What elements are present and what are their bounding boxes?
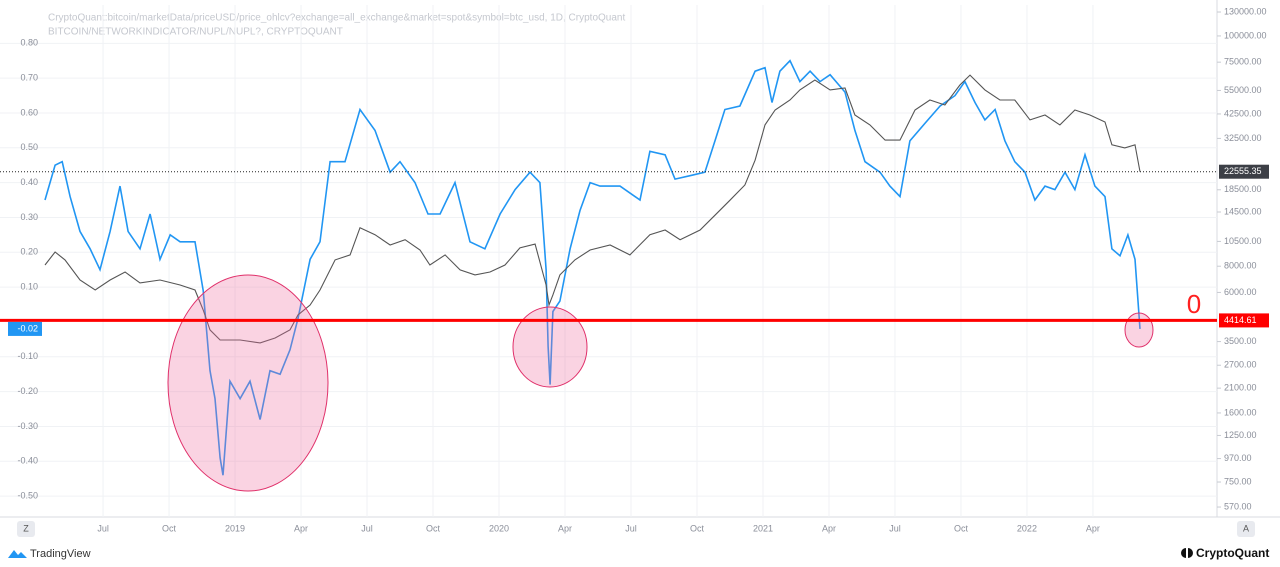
x-tick-label: Oct (162, 523, 177, 533)
y2-tick-label: 1250.00 (1224, 430, 1257, 440)
y2-tick-label: 8000.00 (1224, 261, 1257, 271)
y-tick-label: 0.40 (20, 177, 38, 187)
y2-tick-label: 75000.00 (1224, 57, 1262, 67)
y2-tick-label: 970.00 (1224, 453, 1252, 463)
y2-tick-label: 130000.00 (1224, 6, 1267, 16)
highlight-circle (512, 306, 588, 388)
button-label[interactable]: Z (23, 523, 29, 533)
highlight-circle (1124, 312, 1154, 348)
last-value-box (8, 321, 42, 336)
x-tick-label: Jul (361, 523, 373, 533)
y-tick-label: 0.70 (20, 73, 38, 83)
x-tick-label: Apr (822, 523, 836, 533)
y-tick-label: -0.20 (17, 386, 38, 396)
x-tick-label: Jul (625, 523, 637, 533)
y2-tick-label: 6000.00 (1224, 287, 1257, 297)
y2-tick-label: 42500.00 (1224, 108, 1262, 118)
auto-button[interactable]: A (1237, 521, 1255, 537)
x-tick-label: 2020 (489, 523, 509, 533)
cryptoquant-logo (1181, 548, 1193, 558)
zoom-button[interactable]: Z (17, 521, 35, 537)
series-line (44, 59, 1141, 476)
tradingview-logo (8, 550, 27, 558)
footer-left: TradingView (30, 548, 91, 560)
y2-tick-label: 570.00 (1224, 501, 1252, 511)
x-tick-label: Apr (558, 523, 572, 533)
y-tick-label: 0.50 (20, 142, 38, 152)
y-tick-label: 0.30 (20, 212, 38, 222)
x-tick-label: 2022 (1017, 523, 1037, 533)
x-tick-label: Oct (426, 523, 441, 533)
y2-tick-label: 100000.00 (1224, 30, 1267, 40)
hline-label: 4414.61 (1224, 315, 1257, 325)
x-tick-label: Jul (889, 523, 901, 533)
annotation: 0 (1187, 289, 1201, 319)
grid (0, 5, 1217, 517)
last-value-label: 22555.35 (1224, 166, 1262, 176)
y2-tick-label: 750.00 (1224, 476, 1252, 486)
legend-line: BITCOIN/NETWORKINDICATOR/NUPL/NUPL?, CRY… (48, 27, 343, 38)
footer-right: CryptoQuant (1196, 546, 1269, 560)
x-tick-label: Oct (690, 523, 705, 533)
y2-tick-label: 2700.00 (1224, 360, 1257, 370)
y2-tick-label: 10500.00 (1224, 236, 1262, 246)
lines (44, 59, 1141, 476)
button-label[interactable]: A (1243, 523, 1249, 533)
series-line (44, 74, 1141, 344)
y-tick-label: -0.10 (17, 351, 38, 361)
x-tick-label: 2021 (753, 523, 773, 533)
y2-tick-label: 32500.00 (1224, 133, 1262, 143)
y2-tick-label: 3500.00 (1224, 336, 1257, 346)
x-tick-label: 2019 (225, 523, 245, 533)
last-value-box (1219, 164, 1269, 179)
y2-tick-label: 2100.00 (1224, 383, 1257, 393)
legend-line: CryptoQuant:bitcoin/marketData/priceUSD/… (48, 13, 625, 24)
hline-label-box (1219, 313, 1269, 328)
highlight-circle (167, 274, 329, 492)
x-tick-label: Jul (97, 523, 109, 533)
last-value-label: -0.02 (17, 323, 38, 333)
y2-tick-label: 55000.00 (1224, 85, 1262, 95)
y-tick-label: 0.80 (20, 38, 38, 48)
y2-tick-label: 1600.00 (1224, 407, 1257, 417)
x-tick-label: Apr (294, 523, 308, 533)
y-tick-label: -0.50 (17, 490, 38, 500)
x-tick-label: Apr (1086, 523, 1100, 533)
y2-tick-label: 18500.00 (1224, 184, 1262, 194)
y2-tick-label: 14500.00 (1224, 206, 1262, 216)
y-tick-label: 0.10 (20, 281, 38, 291)
y-tick-label: 0.60 (20, 107, 38, 117)
y-tick-label: 0.20 (20, 247, 38, 257)
y-tick-label: -0.30 (17, 421, 38, 431)
x-tick-label: Oct (954, 523, 969, 533)
y-tick-label: -0.40 (17, 456, 38, 466)
